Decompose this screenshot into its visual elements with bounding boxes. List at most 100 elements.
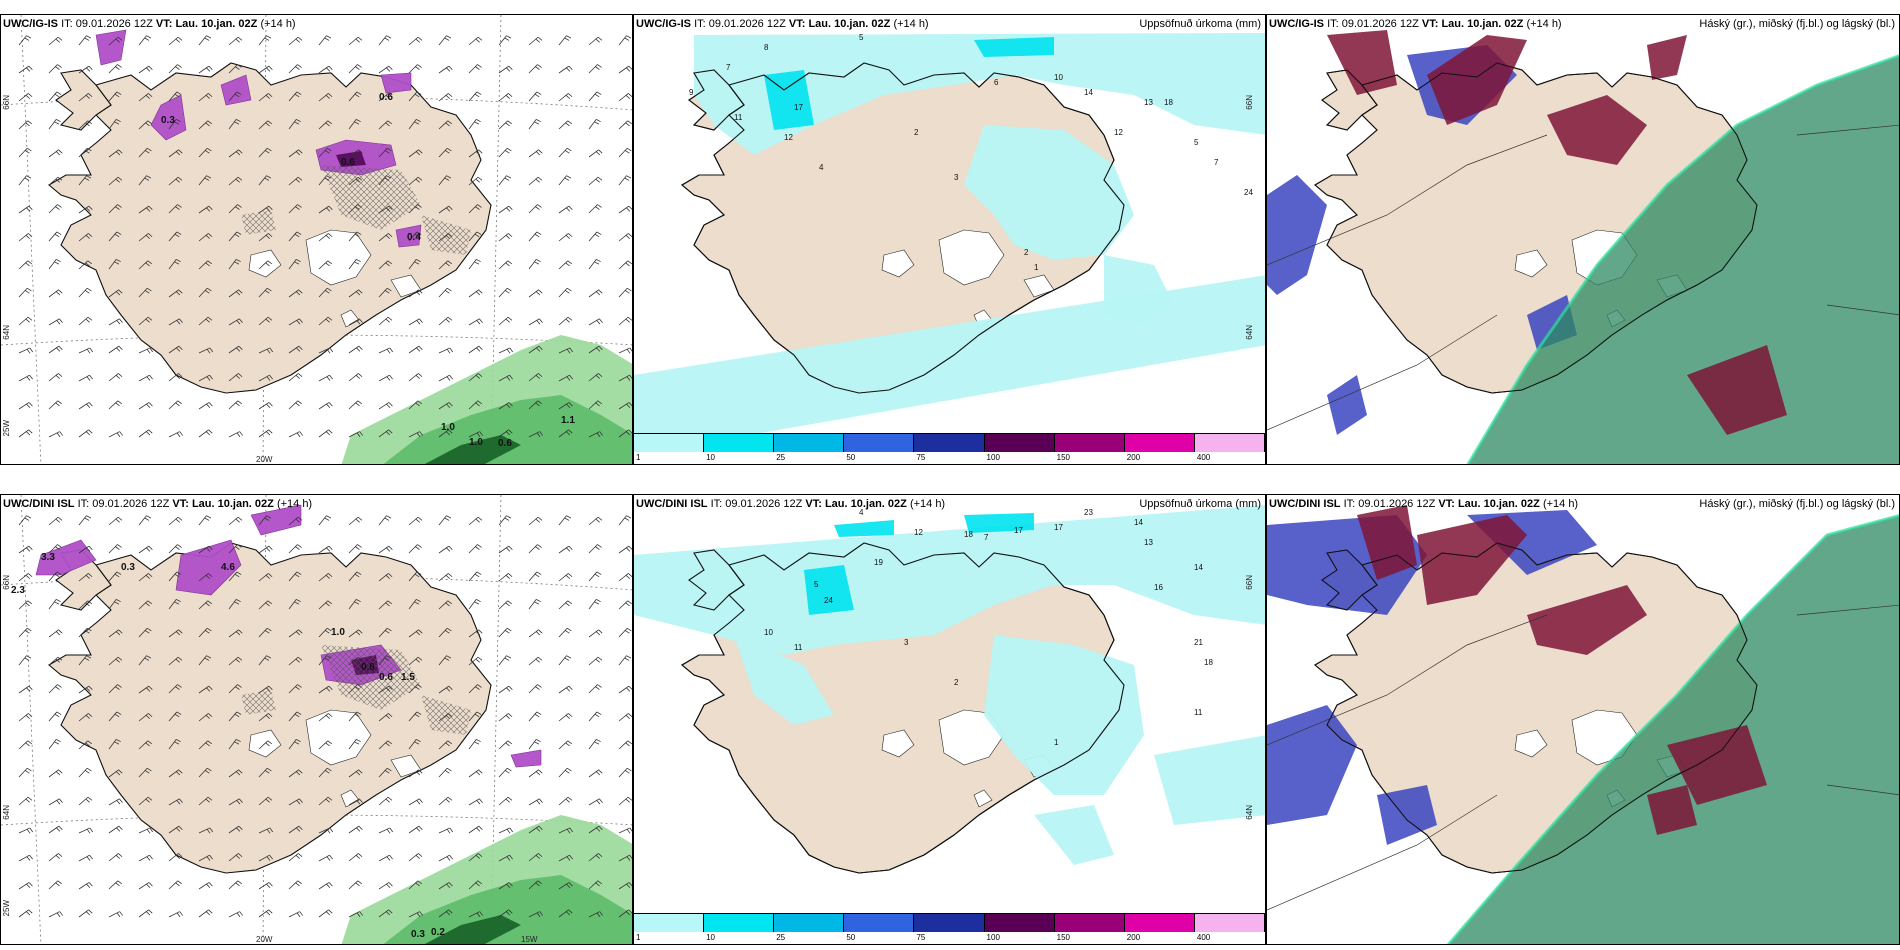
wind-barbs (18, 515, 632, 918)
rain-area (341, 335, 632, 464)
snow-amount-label: 0.3 (411, 929, 425, 940)
snow-amount-label: 1.5 (401, 672, 415, 683)
precip-amount-label: 17 (1054, 523, 1063, 532)
valid-label: VT: (155, 18, 173, 30)
panel-title: UWC/IG-IS IT: 09.01.2026 12Z VT: Lau. 10… (636, 17, 929, 31)
wind-barbs (18, 35, 632, 438)
model-name: UWC/IG-IS (3, 18, 58, 30)
glaciers (248, 229, 422, 328)
cloud-map (1267, 30, 1899, 464)
cloud-map-panel-igis: UWC/IG-IS IT: 09.01.2026 12Z VT: Lau. 10… (1266, 14, 1900, 465)
colorbar-swatch (1124, 914, 1195, 932)
colorbar-tick-label: 150 (1056, 933, 1071, 942)
snow-amount-label: 0.6 (341, 157, 355, 168)
valid-time: Lau. 10.jan. 02Z (191, 498, 274, 510)
valid-label: VT: (805, 498, 822, 510)
colorbar-tick-label: 1 (636, 453, 641, 462)
longitude-label: 15W (521, 935, 538, 944)
lead-time: (+14 h) (893, 18, 929, 30)
panel-title: UWC/DINI ISL IT: 09.01.2026 12Z VT: Lau.… (1269, 497, 1578, 511)
colorbar-swatch (704, 434, 775, 452)
lead-time: (+14 h) (1542, 498, 1579, 510)
precip-amount-label: 21 (1194, 638, 1203, 647)
panel-title: UWC/DINI ISL IT: 09.01.2026 12Z VT: Lau.… (3, 497, 312, 511)
cloud-map-panel-dini: UWC/DINI ISL IT: 09.01.2026 12Z VT: Lau.… (1266, 494, 1900, 945)
precip-amount-label: 4 (819, 163, 824, 172)
colorbar-swatch (1054, 914, 1125, 932)
panel-title: UWC/IG-IS IT: 09.01.2026 12Z VT: Lau. 10… (1269, 17, 1562, 31)
colorbar-swatch (1124, 434, 1195, 452)
colorbar-tick-label: 25 (776, 933, 786, 942)
snow-amount-label: 0.3 (161, 115, 175, 126)
valid-time: Lau. 10.jan. 02Z (175, 18, 258, 30)
init-time: 09.01.2026 12Z (1341, 18, 1419, 30)
colorbar-tick-label: 200 (1126, 933, 1141, 942)
model-name: UWC/IG-IS (636, 18, 691, 30)
init-label: IT: (61, 18, 73, 30)
precip-amount-label: 24 (824, 596, 833, 605)
colorbar-tick-label: 400 (1196, 453, 1211, 462)
precip-amount-label: 2 (1024, 248, 1029, 257)
colorbar-tick-label: 100 (986, 933, 1000, 942)
precip-amount-label: 8 (764, 43, 769, 52)
precip-area (634, 505, 1265, 865)
precip-amount-label: 10 (764, 628, 773, 637)
snow-amount-label: 0.6 (498, 438, 512, 449)
precip-amount-label: 13 (1144, 98, 1153, 107)
precip-amount-label: 1 (1054, 738, 1059, 747)
precip-amount-label: 5 (814, 580, 819, 589)
latitude-label: 66N (1245, 575, 1254, 590)
colorbar-tick-label: 200 (1126, 453, 1141, 462)
latitude-label: 25W (2, 420, 11, 437)
colorbar-swatch (914, 434, 985, 452)
precip-amount-label: 11 (734, 113, 743, 122)
colorbar-tick-label: 50 (846, 933, 856, 942)
snow-amount-label: 2.3 (11, 585, 25, 596)
latitude-label: 66N (1245, 95, 1254, 110)
colorbar-swatch (1194, 914, 1265, 932)
colorbar-tick-label: 75 (916, 933, 926, 942)
precip-amount-label: 12 (914, 528, 923, 537)
panel-field-title: Háský (gr.), miðský (fj.bl.) og lágský (… (1699, 18, 1895, 30)
panel-field-title: Uppsöfnuð úrkoma (mm) (1139, 498, 1261, 510)
latitude-label: 64N (2, 325, 11, 340)
wind-map-panel-dini: 2.3 3.3 4.6 1.0 0.6 0.6 1.5 0.3 0.2 0.3 66N 64N 25W 2… (0, 494, 633, 945)
rain-area (341, 815, 632, 944)
lead-time: (+14 h) (260, 18, 296, 30)
snow-amount-label: 1.0 (441, 422, 455, 433)
model-name: UWC/DINI ISL (636, 498, 708, 510)
colorbar-swatch (1194, 434, 1265, 452)
valid-time: Lau. 10.jan. 02Z (1457, 498, 1540, 510)
longitude-label: 20W (256, 935, 273, 944)
precip-amount-label: 11 (794, 643, 803, 652)
colorbar-tick-label: 25 (776, 453, 786, 462)
colorbar-tick-label: 400 (1196, 933, 1211, 942)
snow-amount-label: 1.0 (331, 627, 345, 638)
precip-amount-label: 18 (1204, 658, 1213, 667)
precip-amount-label: 5 (859, 33, 864, 42)
colorbar-swatch (984, 914, 1055, 932)
precip-amount-label: 10 (1054, 73, 1063, 82)
panel-title: UWC/IG-IS IT: 09.01.2026 12Z VT: Lau. 10… (3, 17, 296, 31)
precip-area (634, 33, 1265, 455)
precip-amount-label: 7 (984, 533, 989, 542)
colorbar-swatch (704, 914, 775, 932)
lead-time: (+14 h) (1526, 18, 1562, 30)
valid-label: VT: (1438, 498, 1455, 510)
latitude-label: 66N (2, 575, 11, 590)
snow-amount-label: 0.6 (361, 662, 375, 673)
valid-label: VT: (788, 18, 806, 30)
colorbar-tick-label: 150 (1056, 453, 1071, 462)
precip-colorbar: 1 10 25 50 75 100 150 200 400 (634, 433, 1265, 464)
precip-amount-label: 23 (1084, 508, 1093, 517)
valid-time: Lau. 10.jan. 02Z (824, 498, 907, 510)
colorbar-swatch (844, 914, 915, 932)
precip-amount-label: 16 (1154, 583, 1163, 592)
model-name: UWC/IG-IS (1269, 18, 1324, 30)
latitude-label: 25W (2, 900, 11, 917)
colorbar-swatch (914, 914, 985, 932)
colorbar-swatch (844, 434, 915, 452)
latitude-label: 64N (1245, 805, 1254, 820)
colorbar-tick-label: 100 (986, 453, 1000, 462)
